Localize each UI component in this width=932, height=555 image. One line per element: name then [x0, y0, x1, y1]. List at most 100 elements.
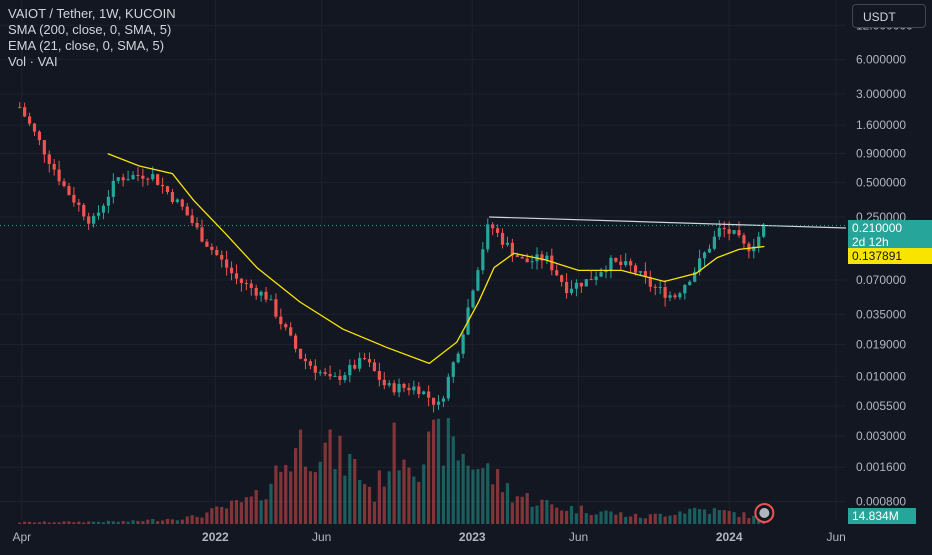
volume-bar [175, 520, 179, 524]
volume-bar [550, 504, 554, 524]
candle-body [737, 230, 741, 236]
time-tick-label: 2023 [459, 530, 486, 544]
volume-bar [195, 516, 199, 524]
volume-bar [284, 465, 288, 524]
volume-bar [27, 521, 32, 524]
volume-bar [402, 459, 406, 524]
volume-bar [333, 468, 337, 524]
candle-body [328, 374, 332, 377]
candle-body [456, 353, 460, 363]
volume-bar [520, 496, 524, 524]
candle-body [584, 279, 588, 287]
candle-body [279, 316, 283, 325]
volume-bar [461, 453, 465, 524]
candle-body [249, 283, 253, 288]
volume-bar [67, 521, 71, 524]
candle-body [77, 202, 81, 205]
candle-body [358, 357, 362, 369]
last-price-tag: 0.210000 2d 12h [848, 220, 932, 250]
candle-body [643, 271, 648, 277]
candle-body [348, 364, 352, 376]
volume-bar [170, 519, 175, 524]
candle-body [624, 261, 628, 265]
candle-body [27, 116, 32, 124]
candle-body [387, 383, 391, 386]
candle-body [540, 254, 544, 261]
volume-bar [584, 513, 588, 524]
candle-body [146, 178, 150, 180]
volume-bar [624, 516, 628, 524]
volume-bar [747, 518, 751, 524]
volume-bar [481, 468, 485, 524]
currency-button[interactable]: USDT [852, 4, 926, 28]
candle-body [422, 391, 426, 395]
volume-bar [244, 497, 248, 524]
candle-body [141, 175, 145, 179]
volume-bar [165, 518, 170, 524]
volume-bar [757, 520, 761, 524]
candle-body [372, 362, 377, 372]
volume-bar [417, 481, 421, 524]
price-tick-label: 6.000000 [856, 53, 906, 67]
candle-body [239, 278, 244, 284]
volume-bar [693, 507, 697, 524]
volume-bar [308, 471, 312, 524]
candle-body [712, 236, 716, 249]
volume-bar [540, 499, 544, 524]
volume-bar [663, 516, 667, 524]
volume-bar [722, 510, 726, 524]
time-tick-label: Jun [569, 530, 588, 544]
candle-body [195, 223, 199, 228]
volume-bar [200, 517, 204, 524]
price-tick-label: 0.070000 [856, 273, 906, 287]
candle-body [693, 271, 697, 282]
candle-body [550, 255, 554, 271]
volume-bar [42, 521, 46, 524]
volume-bar [569, 506, 574, 524]
volume-bar [343, 475, 347, 524]
candle-body [589, 279, 593, 281]
volume-bar [510, 502, 514, 524]
candle-body [481, 249, 485, 271]
volume-bar [101, 522, 106, 524]
candle-body [427, 391, 431, 398]
volume-bar [476, 469, 480, 524]
candle-body [638, 271, 643, 273]
volume-bar [505, 483, 510, 524]
candle-body [323, 372, 327, 375]
volume-bar [496, 469, 500, 524]
candle-body [614, 257, 618, 262]
volume-bar [215, 506, 219, 524]
volume-bar [589, 514, 593, 524]
volume-bar [737, 516, 741, 524]
volume-bar [422, 464, 426, 524]
candle-body [52, 163, 56, 170]
volume-bar [269, 483, 273, 524]
volume-bar [698, 509, 702, 524]
volume-bar [491, 484, 495, 524]
candle-body [87, 216, 91, 224]
price-tick-label: 0.001600 [856, 460, 906, 474]
volume-bar [180, 519, 184, 524]
volume-bar [18, 522, 22, 524]
candle-body [175, 199, 179, 203]
volume-bar [446, 418, 450, 524]
volume-bar [668, 515, 672, 524]
candle-body [37, 131, 42, 141]
chart-legend: VAIOT / Tether, 1W, KUCOIN SMA (200, clo… [8, 6, 176, 70]
volume-bar [397, 470, 401, 524]
candle-body [121, 177, 125, 181]
volume-bar [96, 521, 101, 524]
volume-bar [32, 522, 37, 524]
volume-bar [47, 522, 51, 524]
candle-body [505, 242, 510, 245]
grid-lines [0, 0, 846, 520]
candle-body [461, 334, 465, 354]
candle-body [269, 299, 273, 301]
volume-bar [210, 508, 214, 524]
candle-body [560, 275, 564, 282]
last-price-value: 0.210000 [852, 221, 903, 235]
candle-body [234, 273, 239, 279]
